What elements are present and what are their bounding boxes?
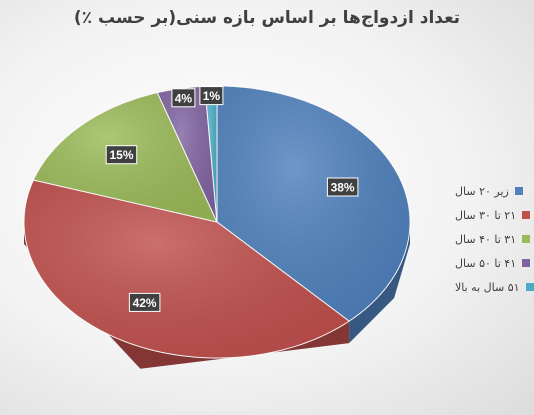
legend-label-0: زیر ۲۰ سال xyxy=(455,184,509,198)
legend-label-1: ۲۱ تا ۳۰ سال xyxy=(455,208,517,222)
legend-item-0: زیر ۲۰ سال xyxy=(455,179,530,203)
data-label-text-2: 15% xyxy=(109,148,133,162)
data-label-text-3: 4% xyxy=(175,91,193,105)
data-label-3: 4% xyxy=(171,88,196,108)
legend-swatch-3 xyxy=(522,259,531,267)
legend-swatch-1 xyxy=(522,211,531,219)
legend-item-2: ۳۱ تا ۴۰ سال xyxy=(455,227,531,251)
legend-item-1: ۲۱ تا ۳۰ سال xyxy=(455,203,531,227)
legend-swatch-4 xyxy=(525,283,534,291)
chart-title: تعداد ازدواج‌ها بر اساس بازه سنی(بر حسب … xyxy=(73,8,461,28)
data-label-text-0: 38% xyxy=(331,181,355,195)
data-label-1: 42% xyxy=(128,292,161,312)
data-label-text-1: 42% xyxy=(133,296,157,310)
legend-item-3: ۴۱ تا ۵۰ سال xyxy=(455,251,531,275)
legend-item-4: ۵۱ سال به بالا xyxy=(455,275,534,299)
legend-label-2: ۳۱ تا ۴۰ سال xyxy=(455,232,517,246)
legend-swatch-0 xyxy=(514,187,523,195)
data-label-4: 1% xyxy=(199,86,224,106)
data-label-2: 15% xyxy=(105,145,138,165)
legend-swatch-2 xyxy=(522,235,531,243)
legend-label-3: ۴۱ تا ۵۰ سال xyxy=(455,256,517,270)
data-label-text-4: 1% xyxy=(203,89,221,103)
legend-label-4: ۵۱ سال به بالا xyxy=(455,280,520,294)
legend: زیر ۲۰ سال ۲۱ تا ۳۰ سال ۳۱ تا ۴۰ سال ۴۱ تا … xyxy=(455,179,534,299)
data-label-0: 38% xyxy=(326,177,359,197)
